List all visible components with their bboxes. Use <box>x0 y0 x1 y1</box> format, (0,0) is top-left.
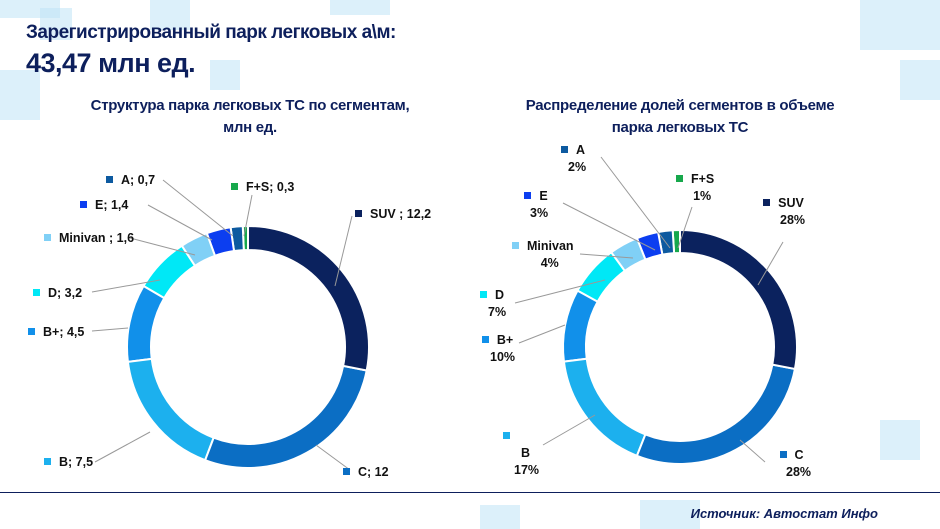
legend-marker <box>28 328 35 335</box>
label-text: B; 7,5 <box>59 455 94 469</box>
legend-marker <box>343 468 350 475</box>
label-c: C; 12 <box>343 465 389 479</box>
donut-slice-b <box>126 357 215 462</box>
bg-square <box>0 70 40 120</box>
bg-square <box>480 505 520 529</box>
legend-marker <box>480 291 488 298</box>
title-line: Структура парка легковых ТС по сегментам… <box>90 97 410 114</box>
label-text: D; 3,2 <box>48 286 83 300</box>
label-fs: F+S; 0,3 <box>231 180 294 194</box>
label-pct: 10% <box>490 350 516 364</box>
legend-marker <box>106 176 113 183</box>
label-bplus-pct: B+ 10% <box>480 332 515 366</box>
label-pct: 7% <box>488 305 507 319</box>
label-text: C; 12 <box>358 465 389 479</box>
label-text: SUV ; 12,2 <box>370 207 432 221</box>
legend-marker <box>561 146 569 153</box>
label-text: E; 1,4 <box>95 198 129 212</box>
legend-marker <box>763 199 771 206</box>
label-name: F+S <box>691 172 715 186</box>
label-pct: 3% <box>530 206 549 220</box>
legend-marker <box>779 451 787 458</box>
source-note: Источник: Автостат Инфо <box>690 506 878 521</box>
label-a: A; 0,7 <box>106 173 155 187</box>
legend-marker <box>44 234 51 241</box>
label-pct: 4% <box>540 256 559 270</box>
donut-slice-suv <box>247 224 370 372</box>
label-pct: 28% <box>786 465 812 479</box>
label-name: E <box>539 189 548 203</box>
label-fs-pct: F+S 1% <box>676 171 714 205</box>
label-name: B <box>521 446 531 460</box>
label-suv: SUV ; 12,2 <box>355 207 431 221</box>
donut-slice-b <box>562 289 599 363</box>
legend-marker <box>481 336 489 343</box>
label-text: Minivan ; 1,6 <box>59 231 135 245</box>
donut-slice-e <box>205 226 236 258</box>
divider <box>0 492 940 493</box>
bg-square <box>880 420 920 460</box>
legend-marker <box>503 432 511 439</box>
legend-marker <box>44 458 51 465</box>
header-total: 43,47 млн ед. <box>26 48 196 78</box>
bg-square <box>900 60 940 100</box>
legend-marker <box>231 183 238 190</box>
label-e: E; 1,4 <box>80 198 128 212</box>
legend-marker <box>80 201 87 208</box>
label-name: B+ <box>496 333 514 347</box>
label-name: D <box>495 288 505 302</box>
label-name: C <box>794 448 804 462</box>
label-name: Minivan <box>527 239 574 253</box>
label-text: F+S; 0,3 <box>246 180 295 194</box>
bg-square <box>860 0 940 50</box>
label-pct: 2% <box>568 160 587 174</box>
bg-square <box>640 500 700 529</box>
legend-marker <box>676 175 683 182</box>
label-d-pct: D 7% <box>478 287 506 321</box>
legend-marker <box>355 210 362 217</box>
label-e-pct: E 3% <box>524 188 548 222</box>
chart-title-left: Структура парка легковых ТС по сегментам… <box>60 95 440 139</box>
legend-marker <box>512 242 519 249</box>
label-a-pct: A 2% <box>560 142 586 176</box>
legend-marker <box>524 192 532 199</box>
bg-square <box>330 0 390 15</box>
bg-square <box>210 60 240 90</box>
label-pct: 28% <box>780 213 806 227</box>
label-minivan-pct: Minivan 4% <box>512 238 574 272</box>
label-minivan: Minivan ; 1,6 <box>44 231 134 245</box>
label-name: A <box>576 143 586 157</box>
label-name: SUV <box>778 196 804 210</box>
label-text: A; 0,7 <box>121 173 156 187</box>
chart-title-right: Распределение долей сегментов в объеме п… <box>490 95 870 139</box>
donut-slice-b <box>126 284 166 363</box>
donut-slice-suv <box>679 228 798 371</box>
label-d: D; 3,2 <box>33 286 82 300</box>
header-title: Зарегистрированный парк легковых а\м: <box>26 22 396 43</box>
donut-slice-b <box>562 357 647 458</box>
legend-marker <box>33 289 40 296</box>
donut-slice-c <box>203 364 368 469</box>
label-b-pct: B 17% <box>482 428 539 479</box>
bg-square <box>40 8 72 40</box>
label-pct: 1% <box>693 189 712 203</box>
leader-lines <box>91 156 784 471</box>
label-pct: 17% <box>514 463 540 477</box>
donut-slice-d <box>142 244 197 300</box>
title-line: млн ед. <box>223 119 277 136</box>
donut-slice-d <box>576 250 627 304</box>
donut-slice-c <box>635 363 797 465</box>
title-line: парка легковых ТС <box>611 119 749 136</box>
label-bplus: B+; 4,5 <box>28 325 84 339</box>
label-c-pct: C 28% <box>772 447 811 481</box>
bg-square <box>150 0 190 30</box>
title-line: Распределение долей сегментов в объеме <box>525 97 835 114</box>
label-suv-pct: SUV 28% <box>762 195 805 229</box>
label-text: B+; 4,5 <box>43 325 85 339</box>
label-b: B; 7,5 <box>44 455 93 469</box>
